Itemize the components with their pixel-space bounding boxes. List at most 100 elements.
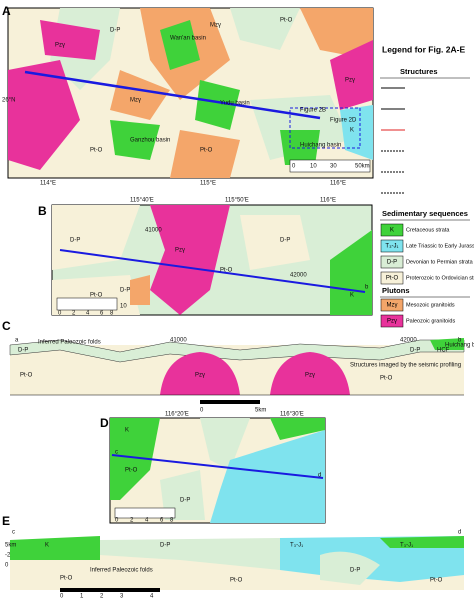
legend-label: Paleozoic granitoids: [406, 318, 455, 324]
map-label: K: [125, 428, 129, 434]
map-label: 30: [330, 164, 337, 170]
map-label: 2: [130, 518, 134, 524]
legend-label: Late Triassic to Early Jurassic strata: [406, 243, 474, 249]
legend-label-box: [407, 145, 473, 165]
map-label: HCF: [437, 348, 450, 354]
map-label: D-P: [280, 238, 290, 244]
panel-letter: D: [100, 416, 109, 430]
map-d: [109, 417, 326, 524]
map-label: Figure 2B: [300, 108, 326, 114]
map-label: Pzγ: [55, 43, 65, 49]
map-label: 3: [120, 594, 124, 598]
legend-symbol-text: K: [390, 228, 394, 234]
legend-swatch: [380, 255, 404, 269]
legend-label-box: [407, 124, 473, 144]
legend-swatch: [380, 239, 404, 253]
legend-label: Proterozoic to Ordovician strata: [406, 275, 474, 281]
map-label: Pzγ: [305, 373, 315, 379]
map-label: K: [350, 293, 354, 299]
map-label: D-P: [180, 498, 190, 504]
legend-title: Legend for Fig. 2A-E: [382, 44, 465, 54]
map-label: Pzγ: [195, 373, 205, 379]
map-label: D-P: [160, 543, 170, 549]
legend-label-box: [407, 166, 473, 186]
map-label: 26°N: [2, 98, 15, 104]
map-label: Mzγ: [130, 98, 141, 104]
map-label: 0: [200, 408, 204, 414]
map-label: Pt-O: [90, 293, 103, 299]
map-label: d: [458, 530, 461, 536]
map-label: Pt-O: [200, 148, 213, 154]
map-label: 42000: [400, 338, 417, 344]
map-label: 8: [170, 518, 174, 524]
map-label: a: [15, 338, 19, 344]
map-label: Pt-O: [125, 468, 138, 474]
map-label: Pzγ: [175, 248, 185, 254]
map-label: Figure 2D: [330, 118, 357, 124]
map-label: Pt-O: [380, 376, 393, 382]
map-label: 0: [5, 563, 9, 569]
map-label: d: [318, 473, 321, 479]
legend-label-box: [407, 82, 473, 102]
map-label: 42000: [290, 273, 307, 279]
map-a: [7, 7, 374, 179]
map-label: 0: [115, 518, 119, 524]
map-label: c: [12, 530, 15, 536]
map-label: Structures imaged by the seismic profili…: [350, 363, 461, 369]
legend-symbol-text: T₃-J₁: [385, 244, 398, 250]
map-label: 116°E: [330, 181, 346, 187]
map-label: Inferred Paleozoic folds: [90, 568, 153, 574]
legend-symbol-text: D-P: [387, 260, 397, 266]
map-label: Pt-O: [60, 576, 73, 582]
panel-letter: A: [2, 4, 11, 18]
map-label: Huichang basin: [300, 143, 341, 149]
map-label: D-P: [70, 238, 80, 244]
map-label: 2: [72, 311, 76, 317]
map-label: 116°30'E: [280, 412, 304, 418]
map-label: Huichang basin: [445, 343, 474, 349]
map-label: Pzγ: [345, 78, 355, 84]
panel-letter: E: [2, 514, 10, 528]
map-label: 0: [292, 164, 296, 170]
legend-symbol-text: Pt-O: [386, 276, 399, 282]
map-label: Pt-O: [280, 18, 293, 24]
map-label: Pt-O: [230, 578, 243, 584]
map-label: 115°50'E: [225, 198, 249, 204]
map-label: D-P: [350, 568, 360, 574]
section-e: [10, 536, 464, 592]
panel-letter: B: [38, 204, 47, 218]
legend-label-box: [407, 187, 473, 207]
legend-swatch: [380, 223, 404, 237]
map-label: 41000: [170, 338, 187, 344]
map-label: 1: [80, 594, 84, 598]
map-label: 116°E: [320, 198, 336, 204]
legend-label-box: [407, 103, 473, 123]
map-label: 6: [160, 518, 164, 524]
map-label: Yudu basin: [220, 101, 250, 107]
map-label: Ganzhou basin: [130, 138, 170, 144]
map-label: c: [115, 450, 118, 456]
map-label: 4: [145, 518, 149, 524]
legend-symbol-text: Pzγ: [387, 319, 397, 325]
map-label: 0: [60, 594, 64, 598]
map-label: D-P: [410, 348, 420, 354]
map-label: T₃-J₁: [400, 543, 413, 549]
map-label: b: [458, 338, 462, 344]
map-label: D-P: [120, 288, 130, 294]
legend-swatch: [380, 271, 404, 285]
map-label: 41000: [145, 228, 162, 234]
map-label: D-P: [18, 348, 28, 354]
map-label: 115°E: [200, 181, 216, 187]
map-label: 10: [120, 304, 127, 310]
map-label: 5km: [255, 408, 266, 414]
map-label: 115°40'E: [130, 198, 154, 204]
map-label: Pt-O: [430, 578, 443, 584]
map-label: 4: [86, 311, 90, 317]
legend-label: Mesozoic granitoids: [406, 302, 455, 308]
map-label: 2: [100, 594, 104, 598]
map-b: [51, 204, 373, 316]
map-label: Pt-O: [220, 268, 233, 274]
map-label: 50km: [355, 164, 370, 170]
map-label: b: [365, 285, 369, 291]
